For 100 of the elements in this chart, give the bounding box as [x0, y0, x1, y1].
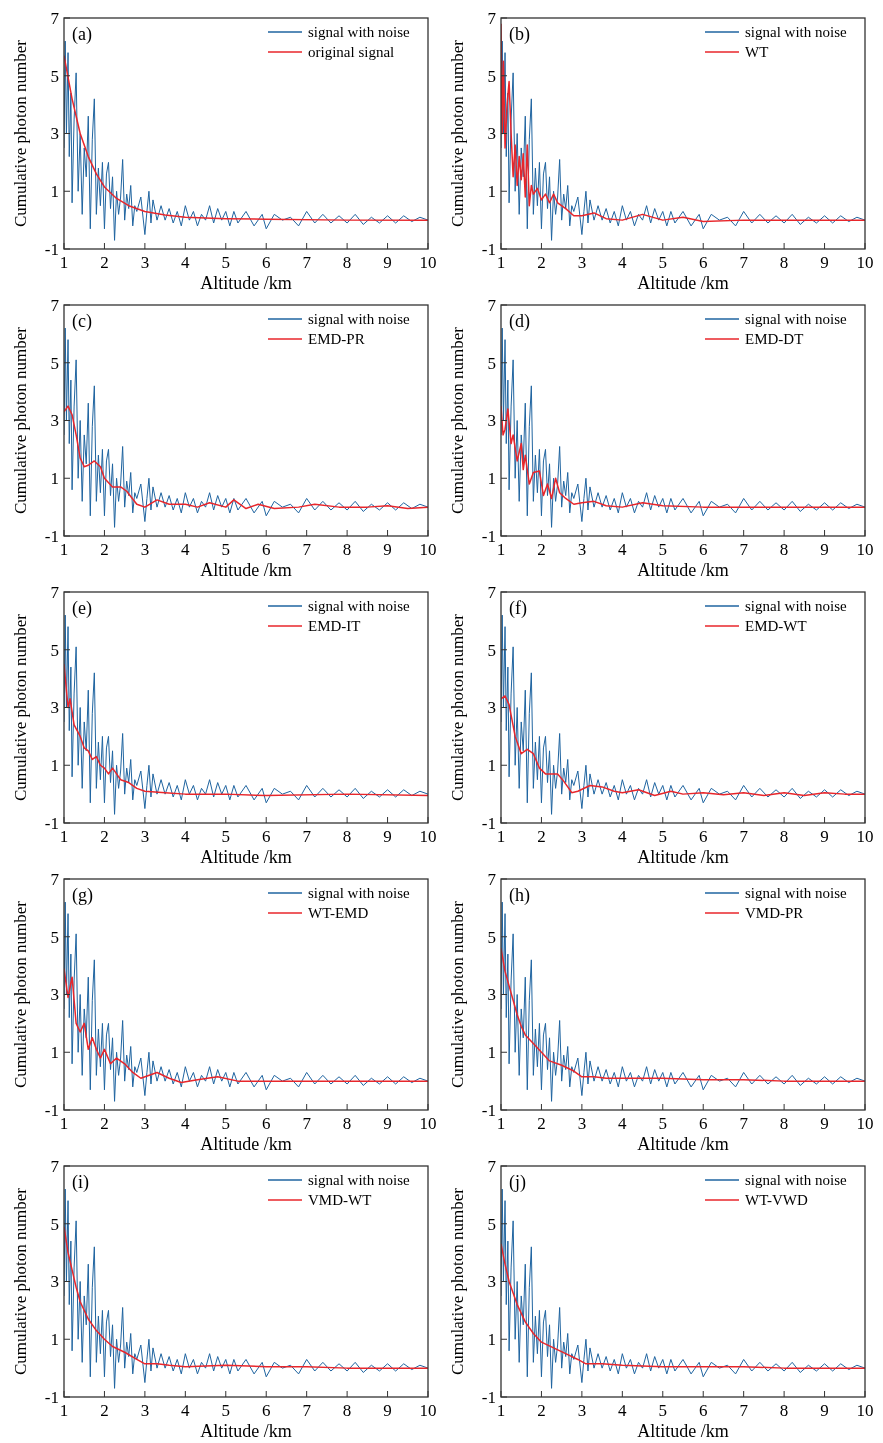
y-tick-label: 7 [487, 869, 497, 889]
x-tick-label: 5 [221, 540, 231, 559]
x-tick-label: 10 [419, 1401, 437, 1420]
x-tick-label: 8 [779, 1114, 789, 1133]
x-tick-label: 9 [820, 253, 829, 272]
x-tick-label: 4 [618, 827, 628, 846]
x-tick-label: 10 [419, 540, 437, 559]
y-tick-label: 7 [50, 295, 60, 315]
x-tick-label: 8 [779, 827, 789, 846]
y-tick-label: 7 [50, 582, 60, 602]
x-tick-label: 10 [856, 1114, 874, 1133]
y-tick-label: 3 [487, 1272, 496, 1292]
y-axis-title: Cumulative photon number [448, 39, 467, 227]
x-tick-label: 9 [383, 540, 392, 559]
x-tick-label: 10 [856, 827, 874, 846]
y-axis-title: Cumulative photon number [448, 900, 467, 1088]
line-series [501, 405, 865, 508]
y-tick-label: 5 [50, 640, 59, 660]
y-tick-label: 1 [50, 182, 59, 202]
y-tick-label: 7 [487, 582, 497, 602]
y-tick-label: 7 [50, 8, 60, 28]
y-tick-label: 1 [487, 182, 496, 202]
x-axis-title: Altitude /km [637, 273, 729, 293]
y-tick-label: 3 [50, 985, 59, 1005]
x-tick-label: 4 [618, 1114, 628, 1133]
y-tick-label: 1 [50, 469, 59, 489]
x-tick-label: 6 [261, 827, 271, 846]
legend-label: VMD-WT [308, 1192, 372, 1209]
x-tick-label: 3 [140, 1114, 150, 1133]
x-tick-label: 9 [383, 1114, 392, 1133]
x-tick-label: 7 [739, 827, 749, 846]
x-tick-label: 3 [140, 253, 150, 272]
x-tick-label: 6 [698, 253, 708, 272]
x-tick-label: 7 [302, 253, 312, 272]
x-tick-label: 10 [856, 1401, 874, 1420]
y-tick-label: 3 [50, 124, 59, 144]
x-tick-label: 7 [739, 253, 749, 272]
y-tick-label: -1 [481, 239, 496, 259]
chart-title: (j) [509, 1172, 526, 1193]
x-tick-label: 9 [383, 1401, 392, 1420]
x-tick-label: 5 [658, 1401, 668, 1420]
x-tick-label: 3 [140, 1401, 150, 1420]
y-axis-title: Cumulative photon number [448, 326, 467, 514]
x-tick-label: 8 [779, 1401, 789, 1420]
x-tick-label: 9 [820, 540, 829, 559]
chart-title: (h) [509, 885, 530, 906]
x-tick-label: 10 [419, 1114, 437, 1133]
legend-label: signal with noise [308, 311, 410, 328]
y-tick-label: 7 [487, 1156, 497, 1176]
x-tick-label: 5 [221, 1401, 231, 1420]
x-tick-label: 6 [261, 1114, 271, 1133]
x-tick-label: 9 [383, 253, 392, 272]
y-tick-label: 5 [487, 353, 496, 373]
x-axis-title: Altitude /km [200, 560, 292, 580]
x-tick-label: 6 [698, 1401, 708, 1420]
y-tick-label: 1 [50, 756, 59, 776]
legend-label: signal with noise [745, 311, 847, 328]
x-tick-label: 10 [856, 253, 874, 272]
legend-label: signal with noise [308, 24, 410, 41]
x-tick-label: 7 [302, 827, 312, 846]
line-series [501, 695, 865, 797]
x-tick-label: 4 [181, 1401, 191, 1420]
y-tick-label: 3 [487, 411, 496, 431]
x-axis-title: Altitude /km [200, 1134, 292, 1154]
x-tick-label: 2 [100, 1401, 109, 1420]
x-tick-label: 10 [419, 827, 437, 846]
x-tick-label: 7 [302, 540, 312, 559]
x-axis-title: Altitude /km [637, 560, 729, 580]
x-tick-label: 4 [618, 253, 628, 272]
line-series [64, 405, 428, 510]
y-axis-title: Cumulative photon number [448, 613, 467, 801]
x-tick-label: 5 [658, 1114, 668, 1133]
chart-title: (a) [72, 24, 92, 45]
y-tick-label: 5 [487, 927, 496, 947]
y-axis-title: Cumulative photon number [11, 39, 30, 227]
y-tick-label: 5 [487, 640, 496, 660]
x-axis-title: Altitude /km [637, 1421, 729, 1441]
x-tick-label: 6 [698, 827, 708, 846]
y-tick-label: 3 [50, 1272, 59, 1292]
x-tick-label: 5 [221, 1114, 231, 1133]
x-tick-label: 3 [577, 1114, 587, 1133]
chart-title: (g) [72, 885, 93, 906]
x-tick-label: 7 [302, 1401, 312, 1420]
legend-label: signal with noise [308, 598, 410, 615]
x-tick-label: 9 [820, 1114, 829, 1133]
x-tick-label: 6 [261, 540, 271, 559]
y-axis-title: Cumulative photon number [11, 326, 30, 514]
y-tick-label: 5 [50, 66, 59, 86]
chart-title: (e) [72, 598, 92, 619]
x-tick-label: 4 [181, 1114, 191, 1133]
x-axis-title: Altitude /km [200, 273, 292, 293]
x-tick-label: 4 [181, 253, 191, 272]
x-tick-label: 8 [779, 253, 789, 272]
y-tick-label: 1 [487, 469, 496, 489]
x-tick-label: 10 [856, 540, 874, 559]
x-tick-label: 6 [698, 1114, 708, 1133]
chart-title: (i) [72, 1172, 89, 1193]
legend-label: original signal [308, 44, 395, 61]
y-tick-label: 3 [487, 124, 496, 144]
x-tick-label: 2 [537, 1114, 546, 1133]
